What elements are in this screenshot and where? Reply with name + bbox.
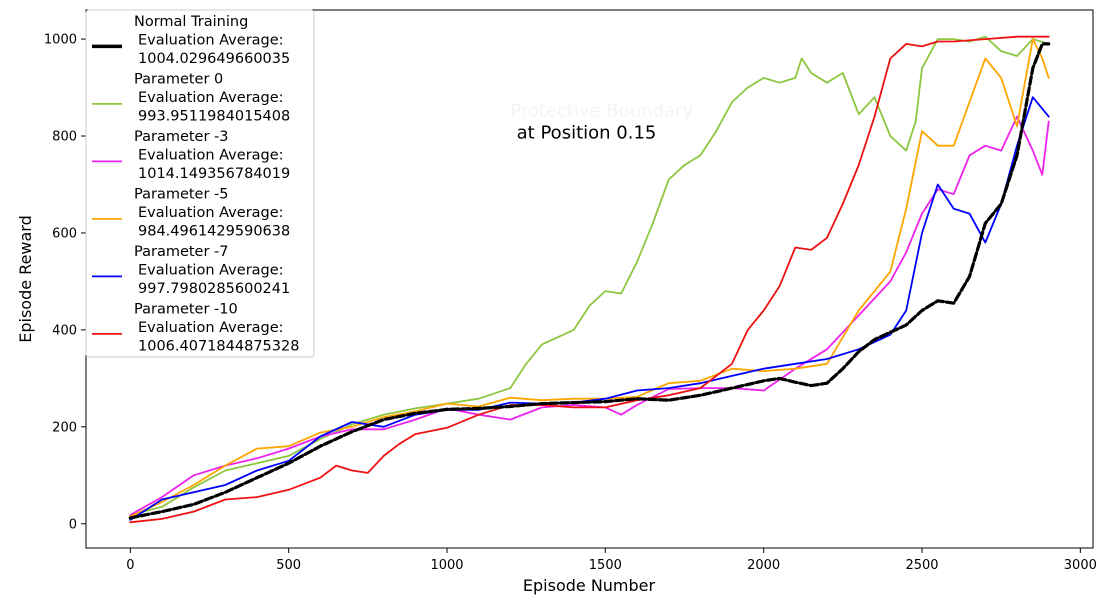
- y-tick-label: 600: [52, 226, 77, 241]
- legend-series-name: Parameter -10: [134, 302, 238, 318]
- series-line-0: [128, 42, 1051, 520]
- legend-box: [85, 9, 315, 358]
- legend-series-name: Parameter -7: [134, 244, 229, 260]
- legend-eval-label: Evaluation Average:: [138, 148, 284, 164]
- x-tick-label: 1500: [589, 558, 622, 573]
- x-tick-label: 3000: [1064, 558, 1097, 573]
- legend-series-name: Parameter -5: [134, 187, 229, 203]
- series-lines: [128, 35, 1051, 524]
- annotation-protective-boundary: Protective Boundary: [510, 101, 693, 122]
- y-tick-label: 800: [52, 130, 77, 145]
- y-tick-label: 0: [69, 517, 77, 532]
- x-axis-ticks: 0 500 1000 1500 2000 2500 3000: [126, 548, 1097, 573]
- y-axis-label: Episode Reward: [16, 215, 35, 343]
- legend-eval-value: 993.9511984015408: [138, 109, 290, 125]
- x-tick-label: 2000: [747, 558, 780, 573]
- legend-eval-label: Evaluation Average:: [138, 33, 284, 49]
- x-tick-label: 2500: [905, 558, 938, 573]
- series-line-5: [129, 35, 1050, 524]
- x-tick-label: 0: [126, 558, 134, 573]
- legend: Normal Training Evaluation Average: 1004.0…: [85, 9, 315, 358]
- x-tick-label: 500: [276, 558, 301, 573]
- x-axis-label: Episode Number: [523, 576, 656, 595]
- legend-eval-value: 984.4961429590638: [138, 224, 290, 240]
- legend-eval-value: 1006.4071844875328: [138, 339, 299, 355]
- series-line-4: [129, 96, 1050, 521]
- legend-series-name: Normal Training: [134, 14, 248, 30]
- x-tick-label: 1000: [430, 558, 463, 573]
- legend-eval-label: Evaluation Average:: [138, 90, 284, 106]
- legend-eval-value: 997.7980285600241: [138, 281, 290, 297]
- legend-eval-label: Evaluation Average:: [138, 320, 284, 336]
- legend-eval-value: 1014.149356784019: [138, 166, 290, 182]
- legend-eval-label: Evaluation Average:: [138, 205, 284, 221]
- annotation-position: at Position 0.15: [517, 122, 657, 143]
- y-axis-ticks: 0 200 400 600 800 1000: [44, 33, 86, 532]
- legend-series-name: Parameter -3: [134, 129, 229, 145]
- legend-series-name: Parameter 0: [134, 72, 223, 88]
- y-tick-label: 400: [52, 323, 77, 338]
- y-tick-label: 200: [52, 420, 77, 435]
- legend-eval-label: Evaluation Average:: [138, 263, 284, 279]
- series-line-1: [129, 35, 1050, 516]
- y-tick-label: 1000: [44, 33, 77, 48]
- legend-eval-value: 1004.029649660035: [138, 51, 290, 67]
- series-line-3: [129, 38, 1050, 518]
